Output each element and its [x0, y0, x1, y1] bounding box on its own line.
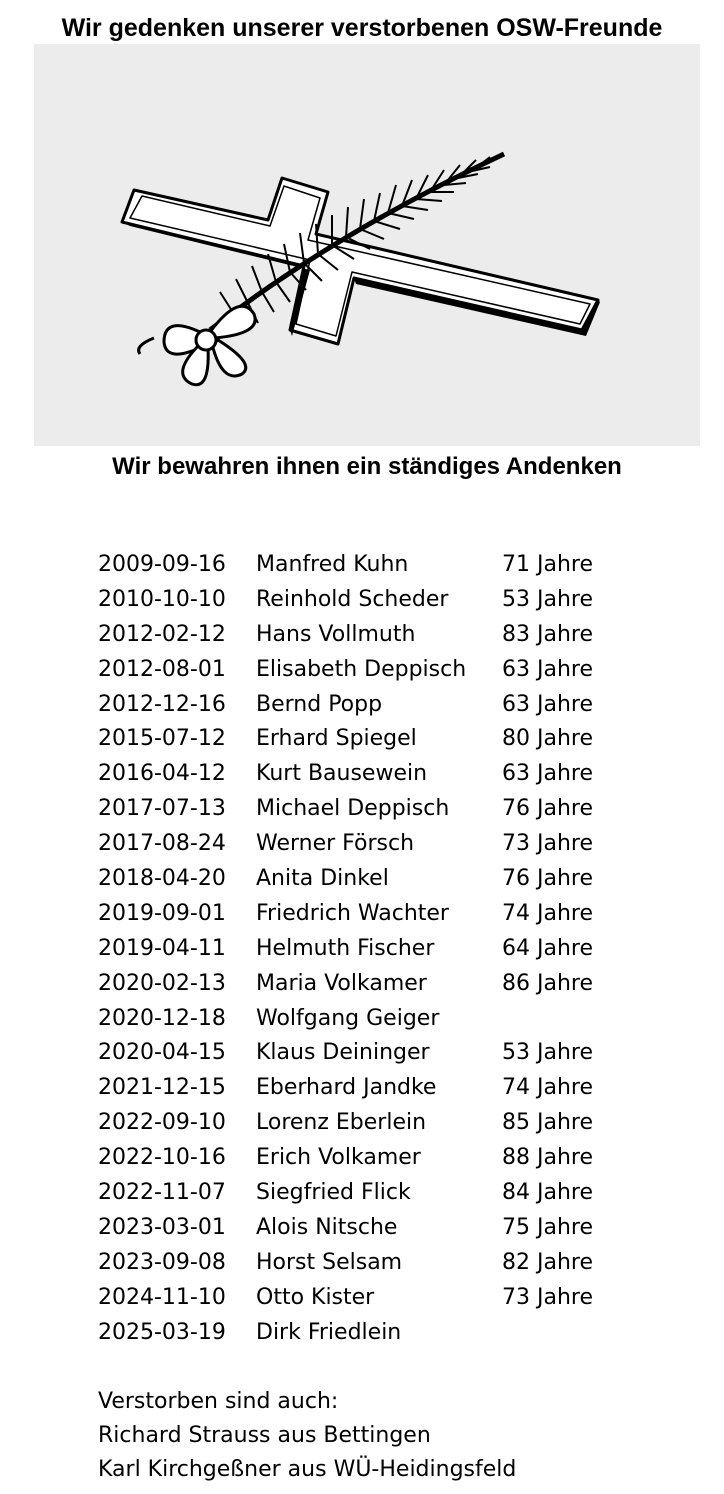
entry-date: 2022-10-16 [98, 1145, 226, 1171]
entry-date: 2023-03-01 [98, 1214, 226, 1240]
entry-name: Dirk Friedlein [256, 1319, 402, 1345]
entry-age: 53 Jahre [502, 1040, 593, 1066]
list-item: 2023-03-01 Alois Nitsche 75 Jahre [98, 1211, 698, 1246]
entry-age: 63 Jahre [502, 761, 593, 787]
entry-name: Siegfried Flick [256, 1180, 411, 1206]
entry-name: Horst Selsam [256, 1249, 403, 1275]
list-item: 2012-12-16 Bernd Popp 63 Jahre [98, 688, 698, 723]
entry-age: 76 Jahre [502, 866, 593, 892]
entry-name: Maria Volkamer [256, 970, 427, 996]
entry-date: 2019-09-01 [98, 900, 226, 926]
list-item: 2020-02-13 Maria Volkamer 86 Jahre [98, 967, 698, 1002]
list-item: 2022-11-07 Siegfried Flick 84 Jahre [98, 1176, 698, 1211]
entry-age: 73 Jahre [502, 831, 593, 857]
list-item: 2024-11-10 Otto Kister 73 Jahre [98, 1281, 698, 1316]
entry-age: 63 Jahre [502, 656, 593, 682]
page-subtitle: Wir bewahren ihnen ein ständiges Andenke… [112, 453, 622, 480]
list-item: 2017-07-13 Michael Deppisch 76 Jahre [98, 792, 698, 827]
entry-date: 2022-09-10 [98, 1110, 226, 1136]
entry-date: 2023-09-08 [98, 1249, 226, 1275]
entry-age: 80 Jahre [502, 726, 593, 752]
entry-date: 2009-09-16 [98, 552, 226, 577]
entry-date: 2020-12-18 [98, 1005, 226, 1031]
entry-age: 82 Jahre [502, 1249, 593, 1275]
entry-name: Michael Deppisch [256, 796, 450, 822]
entry-name: Klaus Deininger [256, 1040, 430, 1066]
entry-name: Friedrich Wachter [256, 900, 449, 926]
entry-name: Erhard Spiegel [256, 726, 417, 752]
entry-name: Kurt Bausewein [256, 761, 428, 787]
list-item: 2025-03-19 Dirk Friedlein [98, 1316, 698, 1351]
list-item: 2019-04-11 Helmuth Fischer 64 Jahre [98, 932, 698, 967]
list-item: 2020-12-18 Wolfgang Geiger [98, 1002, 698, 1037]
entry-name: Bernd Popp [256, 691, 383, 717]
entry-age: 64 Jahre [502, 935, 593, 961]
entry-date: 2012-12-16 [98, 691, 226, 717]
list-item: 2009-09-16 Manfred Kuhn 71 Jahre [98, 548, 698, 583]
entry-name: Elisabeth Deppisch [256, 656, 467, 682]
entry-name: Werner Försch [256, 831, 415, 857]
entry-date: 2010-10-10 [98, 586, 226, 612]
cross-with-palm-branch-icon [120, 151, 600, 387]
entry-date: 2016-04-12 [98, 761, 226, 787]
entry-date: 2024-11-10 [98, 1284, 226, 1310]
entry-date: 2012-02-12 [98, 621, 226, 647]
entry-name: Anita Dinkel [256, 866, 389, 892]
list-item: 2012-02-12 Hans Vollmuth 83 Jahre [98, 618, 698, 653]
entry-age: 85 Jahre [502, 1110, 593, 1136]
memorial-illustration [34, 44, 700, 446]
also-deceased-label: Verstorben sind auch: [98, 1389, 339, 1414]
entry-age: 71 Jahre [502, 552, 593, 577]
entry-date: 2020-02-13 [98, 970, 226, 996]
page-title: Wir gedenken unserer verstorbenen OSW-Fr… [61, 14, 663, 42]
entry-name: Alois Nitsche [256, 1214, 398, 1240]
entry-date: 2012-08-01 [98, 656, 226, 682]
entry-age: 74 Jahre [502, 900, 593, 926]
list-item: 2023-09-08 Horst Selsam 82 Jahre [98, 1246, 698, 1281]
entry-date: 2019-04-11 [98, 935, 226, 961]
also-deceased-section: Verstorben sind auch: Richard Strauss au… [98, 1385, 516, 1487]
list-item: 2021-12-15 Eberhard Jandke 74 Jahre [98, 1071, 698, 1106]
list-item: 2019-09-01 Friedrich Wachter 74 Jahre [98, 897, 698, 932]
entry-age: 73 Jahre [502, 1284, 593, 1310]
also-deceased-item: Richard Strauss aus Bettingen [98, 1423, 431, 1448]
entry-date: 2017-08-24 [98, 831, 226, 857]
entry-age: 75 Jahre [502, 1214, 593, 1240]
entry-age: 53 Jahre [502, 586, 593, 612]
entry-age: 84 Jahre [502, 1180, 593, 1206]
entry-date: 2020-04-15 [98, 1040, 226, 1066]
entry-age: 63 Jahre [502, 691, 593, 717]
entry-name: Erich Volkamer [256, 1145, 421, 1171]
list-item: 2017-08-24 Werner Försch 73 Jahre [98, 827, 698, 862]
list-item: 2010-10-10 Reinhold Scheder 53 Jahre [98, 583, 698, 618]
list-item: 2012-08-01 Elisabeth Deppisch 63 Jahre [98, 653, 698, 688]
entry-name: Manfred Kuhn [256, 552, 409, 577]
entry-name: Lorenz Eberlein [256, 1110, 427, 1136]
list-item: 2018-04-20 Anita Dinkel 76 Jahre [98, 862, 698, 897]
memorial-list: 2009-09-16 Manfred Kuhn 71 Jahre 2010-10-1… [98, 548, 698, 1350]
entry-date: 2021-12-15 [98, 1075, 226, 1101]
list-item: 2022-09-10 Lorenz Eberlein 85 Jahre [98, 1106, 698, 1141]
entry-date: 2015-07-12 [98, 726, 226, 752]
entry-date: 2018-04-20 [98, 866, 226, 892]
list-item: 2015-07-12 Erhard Spiegel 80 Jahre [98, 722, 698, 757]
list-item: 2022-10-16 Erich Volkamer 88 Jahre [98, 1141, 698, 1176]
entry-date: 2025-03-19 [98, 1319, 226, 1345]
entry-name: Hans Vollmuth [256, 621, 416, 647]
entry-age: 88 Jahre [502, 1145, 593, 1171]
entry-name: Otto Kister [256, 1284, 375, 1310]
entry-name: Wolfgang Geiger [256, 1005, 440, 1031]
entry-age: 83 Jahre [502, 621, 593, 647]
entry-date: 2017-07-13 [98, 796, 226, 822]
entry-name: Helmuth Fischer [256, 935, 435, 961]
entry-date: 2022-11-07 [98, 1180, 226, 1206]
also-deceased-item: Karl Kirchgeßner aus WÜ-Heidingsfeld [98, 1457, 517, 1482]
entry-age: 76 Jahre [502, 796, 593, 822]
entry-name: Reinhold Scheder [256, 586, 449, 612]
entry-age: 86 Jahre [502, 970, 593, 996]
entry-age: 74 Jahre [502, 1075, 593, 1101]
list-item: 2016-04-12 Kurt Bausewein 63 Jahre [98, 757, 698, 792]
list-item: 2020-04-15 Klaus Deininger 53 Jahre [98, 1036, 698, 1071]
entry-name: Eberhard Jandke [256, 1075, 437, 1101]
